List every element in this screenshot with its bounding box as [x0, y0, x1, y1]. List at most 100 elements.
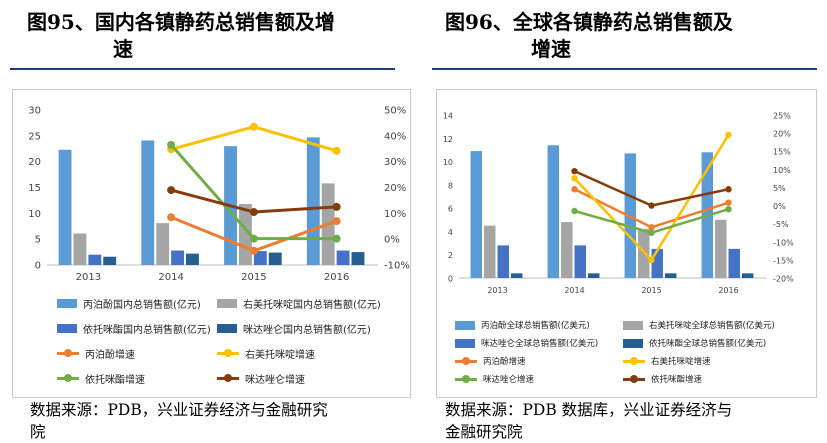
chart0-y-right-tick: 20% [384, 183, 406, 194]
legend-item: 丙泊酚增速 [455, 354, 526, 368]
chart0-bar [253, 251, 267, 265]
legend-label: 依托咪酯国内总销售额(亿元) [83, 324, 211, 336]
chart0-bar [156, 223, 170, 265]
legend-line-swatch [623, 374, 645, 383]
legend-item: 依托咪酯国内总销售额(亿元) [57, 321, 211, 336]
chart0-y-left-tick: 0 [35, 261, 41, 272]
legend-line-swatch [57, 348, 79, 357]
legend-label: 右美托咪啶增速 [245, 349, 315, 361]
global-sales-chart: 0 2 4 6 8 10 12 14 -20% -15% -10% -5% 0% 5% 10% 15% 20% 2… [443, 112, 794, 296]
chart1-bar [638, 229, 650, 278]
chart1-y-left-tick: 0 [448, 275, 453, 284]
chart1-series-point [725, 199, 732, 206]
legend-label: 咪达唑仑增速 [483, 375, 535, 385]
legend-line-swatch [57, 373, 79, 382]
legend-item: 右美托咪啶国内总销售额(亿元) [217, 296, 381, 311]
chart1-bar [715, 219, 727, 278]
chart0-y-right-tick: 50% [384, 106, 406, 117]
legend-label: 咪达唑仑国内总销售额(亿元) [243, 324, 371, 336]
legend-label: 依托咪酯增速 [85, 374, 145, 386]
chart1-bar [547, 145, 560, 278]
chart0-series-point [167, 213, 176, 222]
legend-item: 依托咪酯增速 [623, 372, 702, 386]
chart0-series-point [249, 234, 258, 243]
left-source-line2: 院 [30, 423, 46, 441]
legend-item: 咪达唑仑全球总销售额(亿美元) [455, 336, 598, 350]
chart0-series-point [167, 140, 176, 149]
chart1-y-right-tick: -5% [773, 220, 789, 229]
right-source-line2: 金融研究院 [445, 423, 523, 441]
legend-item: 右美托咪啶增速 [623, 354, 711, 368]
chart0-bar [268, 252, 282, 265]
chart1-y-right-tick: -15% [773, 256, 794, 265]
legend-bar-swatch [623, 320, 643, 330]
chart1-series-point [648, 224, 655, 231]
legend-label: 咪达唑仑增速 [245, 374, 305, 386]
legend-bar-swatch [623, 338, 643, 348]
legend-item: 丙泊酚增速 [57, 346, 135, 361]
chart0-bar [336, 250, 350, 265]
left-figure-title: 图95、国内各镇静药总销售额及增 速 [27, 9, 407, 63]
legend-label: 依托咪酯增速 [651, 375, 703, 385]
legend-line-swatch [217, 373, 239, 382]
chart0-bar [351, 252, 365, 265]
chart0-y-right-tick: 10% [384, 209, 406, 220]
chart1-y-left-tick: 2 [448, 251, 453, 260]
left-title-divider [10, 68, 395, 70]
chart1-series-point [571, 175, 578, 182]
chart0-bar [306, 137, 320, 265]
chart0-x-tick: 2016 [324, 272, 349, 283]
legend-item: 丙泊酚国内总销售额(亿元) [57, 296, 201, 311]
legend-bar-swatch [455, 338, 475, 348]
chart1-bar [470, 151, 483, 278]
chart1-y-right-tick: 25% [773, 112, 791, 121]
left-figure-title-line1: 图95、国内各镇静药总销售额及增 [27, 10, 335, 34]
legend-label: 右美托咪啶国内总销售额(亿元) [243, 299, 381, 311]
chart0-series-point [249, 246, 258, 255]
chart1-bar [484, 225, 496, 278]
chart1-y-left-tick: 4 [448, 228, 453, 237]
legend-label: 依托咪酯全球总销售额(亿美元) [649, 339, 767, 349]
legend-bar-swatch [217, 323, 237, 333]
chart0-bar [141, 140, 155, 265]
chart0-bar [103, 256, 117, 265]
right-figure-title-line1: 图96、全球各镇静药总销售额及 [445, 10, 733, 34]
chart1-y-right-tick: -10% [773, 238, 794, 247]
chart0-series-point [332, 234, 341, 243]
chart0-series-point [167, 186, 176, 195]
chart1-y-right-tick: -20% [773, 275, 794, 284]
chart1-series-point [571, 167, 578, 175]
chart0-series-point [332, 217, 341, 226]
chart1-series-point [725, 131, 732, 139]
chart1-series-point [725, 205, 732, 213]
chart1-bar [741, 273, 754, 278]
chart1-bar [510, 273, 523, 278]
domestic-sales-chart-panel: 0 5 10 15 20 25 30 -10% 0% 10% 20% 30% 40% 50% 2013 201… [12, 89, 411, 398]
left-figure-title-line2: 速 [113, 37, 133, 61]
legend-item: 咪达唑仑国内总销售额(亿元) [217, 321, 371, 336]
legend-item: 右美托咪啶全球总销售额(亿美元) [623, 318, 775, 332]
chart0-y-left-tick: 30 [28, 106, 41, 117]
legend-item: 依托咪酯全球总销售额(亿美元) [623, 336, 766, 350]
legend-item: 丙泊酚全球总销售额(亿美元) [455, 318, 590, 332]
chart0-y-right-tick: -10% [384, 261, 410, 272]
chart1-y-right-tick: 0% [773, 202, 786, 211]
chart0-y-left-tick: 10 [28, 209, 41, 220]
chart1-y-left-tick: 8 [448, 181, 453, 190]
chart1-bar [497, 245, 509, 278]
legend-line-swatch [455, 356, 477, 365]
chart0-y-left-tick: 15 [28, 183, 41, 194]
chart0-series-point [249, 208, 258, 217]
chart1-y-left-tick: 10 [443, 158, 453, 167]
chart0-bar [58, 149, 72, 265]
chart1-bar [574, 245, 586, 278]
chart1-y-left-tick: 6 [448, 205, 453, 214]
legend-item: 咪达唑仑增速 [455, 372, 534, 386]
legend-line-swatch [455, 374, 477, 383]
legend-item: 依托咪酯增速 [57, 371, 145, 386]
chart1-x-tick: 2013 [487, 286, 507, 295]
chart1-series-point [571, 207, 578, 215]
chart0-bar [88, 254, 102, 265]
chart0-y-right-tick: 30% [384, 157, 406, 168]
legend-label: 右美托咪啶全球总销售额(亿美元) [649, 321, 775, 331]
